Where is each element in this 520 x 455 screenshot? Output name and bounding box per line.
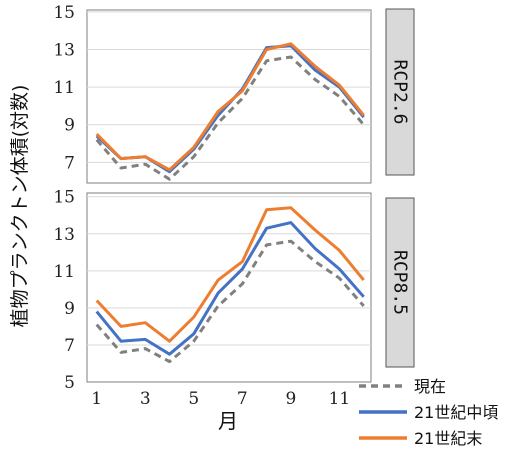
strip-box <box>385 197 415 368</box>
y-axis-label: 植物プランクトン体積(対数) <box>9 85 31 328</box>
series-line-0 <box>95 55 365 181</box>
x-tick-label: 11 <box>329 389 351 409</box>
y-tick-label: 13 <box>53 225 75 245</box>
y-tick-label: 9 <box>64 299 75 319</box>
series-line-1 <box>95 221 365 356</box>
panel-1: 5 7 9 11 13 15 RCP8.5 <box>53 188 415 393</box>
y-tick-label: 15 <box>53 188 75 208</box>
strip-label: RCP8.5 <box>390 250 411 315</box>
y-tick-label: 7 <box>64 336 75 356</box>
legend: 現在 21世紀中頃 21世紀末 <box>359 377 498 448</box>
y-tick-label: 13 <box>53 40 75 60</box>
y-tick-label: 11 <box>53 78 75 98</box>
y-tick-label: 9 <box>64 116 75 136</box>
y-tick-label: 7 <box>64 153 75 173</box>
x-tick-label: 3 <box>140 389 151 409</box>
y-tick-label: 15 <box>53 3 75 23</box>
strip-box <box>385 8 415 176</box>
strip-label: RCP2.6 <box>390 59 411 124</box>
x-tick-label: 9 <box>285 389 296 409</box>
y-tick-label: 11 <box>53 262 75 282</box>
panel-0: 7 9 11 13 15 RCP2.6 <box>53 3 415 184</box>
series-line-0 <box>95 239 365 364</box>
series-line-2 <box>95 42 365 172</box>
x-tick-label: 1 <box>91 389 102 409</box>
legend-label-0: 現在 <box>414 377 446 396</box>
legend-label-2: 21世紀末 <box>414 429 482 448</box>
x-axis-label: 月 <box>218 409 238 433</box>
series-line-2 <box>95 206 365 343</box>
legend-label-1: 21世紀中頃 <box>414 403 498 422</box>
panel-frame <box>86 9 372 184</box>
panel-frame <box>86 192 372 383</box>
x-tick-label: 7 <box>237 389 248 409</box>
y-tick-label: 5 <box>64 373 75 393</box>
x-tick-label: 5 <box>188 389 199 409</box>
